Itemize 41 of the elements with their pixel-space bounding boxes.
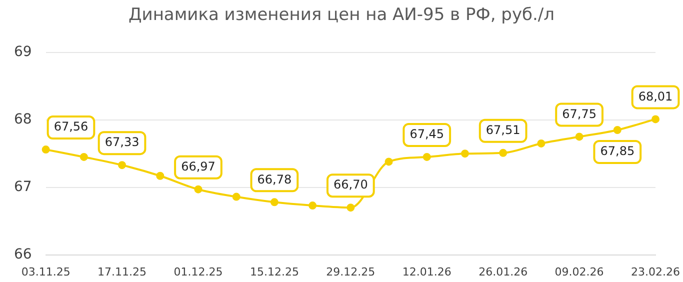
point	[384, 158, 393, 166]
point	[613, 126, 622, 134]
data-label: 66,70	[333, 178, 368, 192]
y-tick-label: 69	[14, 44, 32, 60]
point	[575, 132, 584, 141]
point	[232, 192, 240, 201]
data-label: 67,33	[104, 135, 140, 150]
point	[537, 139, 546, 148]
data-label: 67,85	[600, 144, 635, 158]
x-tick-label: 09.02.26	[554, 265, 604, 278]
data-label: 67,56	[54, 120, 88, 134]
point	[460, 150, 469, 158]
point	[652, 115, 660, 124]
x-tick-label: 12.01.26	[402, 265, 452, 278]
point	[346, 204, 355, 212]
x-tick-label: 03.11.25	[21, 265, 70, 278]
data-label: 67,75	[562, 106, 596, 121]
x-tick-label: 17.11.25	[98, 265, 147, 278]
point	[422, 152, 431, 161]
point	[80, 152, 88, 161]
x-tick-label: 15.12.25	[250, 265, 299, 278]
point	[118, 161, 126, 170]
point	[194, 185, 202, 194]
point	[270, 198, 278, 206]
y-tick-label: 68	[14, 112, 32, 128]
point	[42, 146, 50, 154]
data-label: 66,97	[181, 159, 216, 174]
x-tick-label: 23.02.26	[631, 265, 680, 278]
x-tick-label: 26.01.26	[478, 265, 528, 278]
data-label: 68,01	[638, 89, 673, 104]
x-tick-label: 01.12.25	[174, 265, 223, 278]
y-tick-label: 67	[14, 178, 32, 195]
point	[156, 172, 164, 180]
y-tick-label: 66	[14, 246, 32, 262]
data-label: 67,45	[410, 127, 444, 142]
x-tick-label: 29.12.25	[326, 265, 376, 278]
point	[308, 202, 317, 210]
data-label: 67,51	[486, 123, 520, 138]
point	[499, 148, 508, 157]
data-label: 66,78	[257, 172, 292, 186]
chart-title: Динамика изменения цен на АИ-95 в РФ, руб./л	[127, 4, 556, 27]
